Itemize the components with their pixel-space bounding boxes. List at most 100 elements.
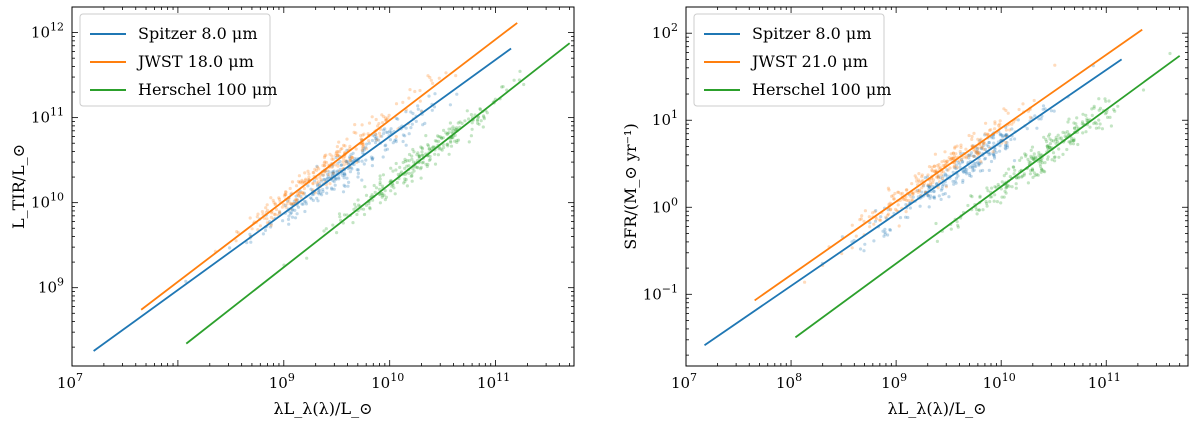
scatter-point-1 (902, 197, 906, 202)
scatter-point-2 (460, 121, 464, 125)
scatter-point-1 (862, 219, 866, 223)
scatter-point-0 (918, 204, 922, 208)
scatter-point-2 (413, 165, 418, 169)
scatter-point-0 (983, 147, 988, 151)
scatter-point-1 (930, 165, 934, 169)
scatter-point-1 (931, 180, 935, 184)
scatter-point-1 (905, 198, 909, 202)
scatter-point-0 (858, 247, 863, 251)
scatter-point-2 (1039, 170, 1043, 174)
scatter-point-1 (982, 141, 986, 145)
scatter-point-2 (395, 180, 399, 185)
scatter-point-2 (455, 138, 459, 143)
scatter-point-2 (467, 117, 471, 121)
scatter-point-0 (287, 214, 291, 218)
scatter-point-1 (307, 175, 311, 179)
y-tick-label: 102 (652, 21, 678, 42)
scatter-point-0 (966, 153, 970, 157)
scatter-point-1 (872, 222, 876, 226)
scatter-point-2 (426, 162, 430, 166)
scatter-point-2 (1092, 106, 1096, 110)
scatter-point-0 (356, 168, 360, 172)
scatter-point-1 (944, 185, 949, 189)
scatter-point-2 (420, 153, 424, 157)
scatter-point-0 (309, 187, 313, 191)
scatter-point-2 (1004, 186, 1008, 190)
scatter-point-1 (325, 168, 329, 173)
scatter-point-2 (956, 225, 960, 229)
scatter-point-2 (1056, 140, 1060, 144)
scatter-point-1 (328, 182, 332, 186)
scatter-point-1 (336, 154, 340, 158)
scatter-point-1 (803, 280, 807, 284)
scatter-point-0 (972, 154, 976, 158)
scatter-point-2 (324, 227, 328, 231)
scatter-point-1 (345, 137, 349, 141)
scatter-point-0 (941, 192, 945, 196)
scatter-point-1 (1021, 102, 1025, 106)
scatter-point-1 (289, 202, 293, 206)
fit-line-1 (93, 47, 512, 352)
scatter-point-0 (898, 216, 903, 220)
scatter-point-0 (384, 130, 388, 134)
scatter-point-2 (426, 144, 431, 148)
scatter-point-0 (882, 234, 886, 238)
scatter-point-0 (263, 228, 268, 232)
scatter-point-0 (936, 175, 940, 179)
scatter-point-0 (958, 162, 962, 166)
scatter-point-1 (951, 151, 955, 155)
scatter-point-2 (1034, 156, 1038, 160)
scatter-point-0 (286, 217, 291, 221)
scatter-point-2 (437, 139, 441, 143)
scatter-point-2 (1088, 125, 1092, 129)
scatter-point-2 (990, 195, 994, 199)
scatter-point-2 (1058, 136, 1062, 140)
scatter-point-2 (452, 128, 456, 132)
scatter-point-2 (1007, 167, 1011, 171)
scatter-point-1 (936, 175, 940, 179)
scatter-point-2 (985, 186, 989, 190)
scatter-point-1 (290, 180, 295, 184)
scatter-point-0 (364, 158, 368, 162)
scatter-point-2 (409, 174, 413, 178)
scatter-point-0 (411, 111, 415, 116)
scatter-point-0 (341, 173, 345, 178)
scatter-point-1 (303, 171, 307, 175)
scatter-point-0 (926, 194, 930, 198)
scatter-point-0 (325, 176, 329, 180)
scatter-point-2 (1042, 169, 1046, 173)
scatter-point-2 (352, 207, 356, 211)
scatter-point-0 (978, 138, 982, 142)
scatter-point-1 (888, 201, 892, 205)
scatter-point-0 (353, 157, 357, 161)
scatter-point-1 (873, 210, 877, 214)
scatter-point-2 (403, 159, 407, 164)
scatter-point-2 (410, 154, 414, 158)
scatter-point-0 (992, 154, 997, 158)
scatter-point-0 (423, 121, 427, 125)
scatter-point-0 (1005, 145, 1010, 149)
scatter-point-0 (316, 191, 320, 195)
scatter-point-2 (380, 184, 385, 188)
scatter-point-1 (370, 115, 374, 119)
scatter-point-0 (1004, 133, 1008, 137)
scatter-point-1 (915, 179, 919, 183)
scatter-point-1 (319, 178, 323, 182)
scatter-point-0 (883, 232, 887, 236)
scatter-point-1 (986, 132, 990, 136)
scatter-point-2 (1037, 153, 1041, 157)
scatter-point-0 (302, 191, 306, 195)
scatter-point-0 (978, 169, 983, 173)
scatter-point-2 (992, 199, 996, 203)
scatter-point-2 (478, 107, 482, 111)
scatter-point-0 (930, 184, 934, 188)
scatter-point-0 (968, 165, 972, 169)
scatter-point-2 (1098, 122, 1102, 126)
scatter-point-2 (1098, 106, 1103, 110)
scatter-point-0 (318, 188, 322, 192)
scatter-point-2 (442, 145, 446, 150)
scatter-point-1 (941, 164, 945, 168)
scatter-point-0 (342, 172, 347, 176)
scatter-point-1 (917, 189, 921, 193)
scatter-point-0 (316, 183, 320, 187)
